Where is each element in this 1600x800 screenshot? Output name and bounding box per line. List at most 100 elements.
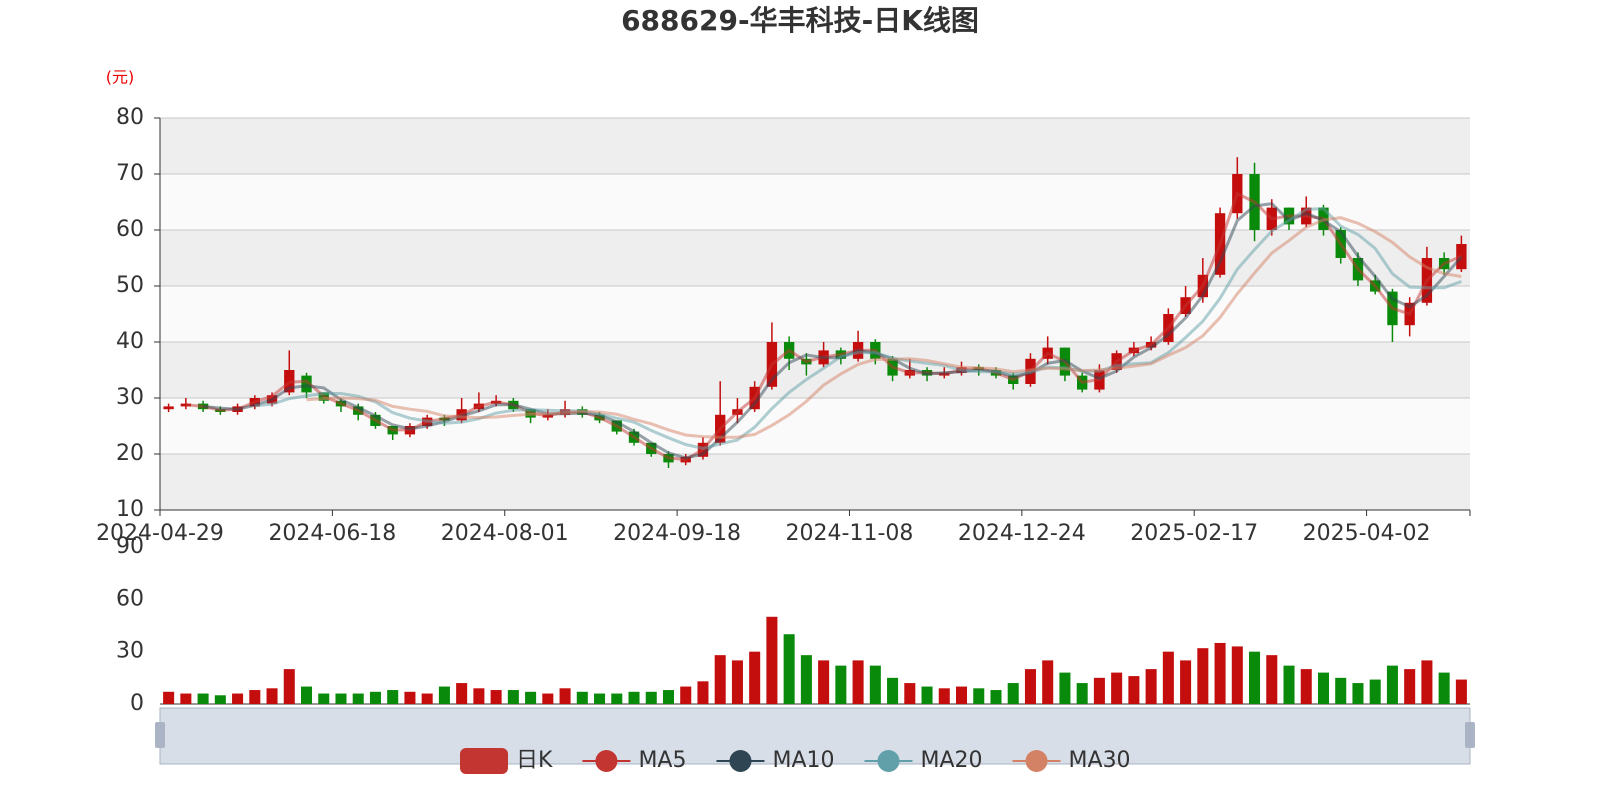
volume-bar xyxy=(507,690,519,704)
zoom-handle[interactable] xyxy=(155,722,165,748)
volume-bar xyxy=(300,686,313,704)
volume-bar xyxy=(232,693,244,704)
volume-bar xyxy=(697,681,709,704)
grid-band xyxy=(160,454,1470,510)
ma-line xyxy=(306,216,1462,439)
volume-bar xyxy=(490,690,502,704)
volume-bar xyxy=(1455,679,1467,704)
legend-label: MA20 xyxy=(921,748,983,773)
volume-bar xyxy=(783,634,795,704)
volume-bar xyxy=(1214,642,1226,704)
volume-bar xyxy=(1438,672,1450,704)
volume-bar xyxy=(1335,677,1347,704)
volume-bar xyxy=(990,690,1002,704)
volume-bar xyxy=(852,660,864,704)
volume-bar xyxy=(904,683,916,704)
legend-item[interactable]: MA20 xyxy=(864,748,983,773)
legend-label: 日K xyxy=(516,748,553,773)
zoom-track[interactable] xyxy=(159,707,1471,765)
ma-line xyxy=(202,202,1463,460)
y-tick-label: 30 xyxy=(116,385,144,410)
volume-bar xyxy=(1404,669,1416,704)
volume-bar xyxy=(955,686,968,704)
volume-bar xyxy=(318,693,330,704)
legend-label: MA30 xyxy=(1069,748,1131,773)
volume-bar xyxy=(559,688,571,704)
x-tick-label: 2025-02-17 xyxy=(1130,521,1258,546)
volume-bar xyxy=(1369,679,1381,704)
y-tick-label: 70 xyxy=(116,161,144,186)
volume-bar xyxy=(369,691,381,704)
volume-bar xyxy=(1145,669,1157,704)
y-tick-label: 20 xyxy=(116,441,144,466)
volume-bar xyxy=(1007,683,1019,704)
legend-label: MA5 xyxy=(638,748,686,773)
volume-bar xyxy=(749,651,761,704)
volume-bar xyxy=(180,693,192,704)
legend-symbol xyxy=(729,750,752,772)
volume-bar xyxy=(1386,665,1398,704)
volume-bar xyxy=(835,665,847,704)
legend-item[interactable]: 日K xyxy=(460,748,553,774)
volume-bar xyxy=(387,690,399,704)
volume-tick-label: 90 xyxy=(116,534,144,559)
volume-bar xyxy=(542,693,554,704)
grid-band xyxy=(160,342,1470,398)
volume-bar xyxy=(1128,676,1140,704)
volume-bar xyxy=(611,693,623,704)
volume-bar xyxy=(800,655,812,704)
ma-line xyxy=(254,207,1462,450)
grid-band xyxy=(160,230,1470,286)
volume-bar xyxy=(404,691,416,704)
volume-bar xyxy=(714,655,726,704)
volume-bar xyxy=(576,691,588,704)
legend-label: MA10 xyxy=(772,748,834,773)
grid-band xyxy=(160,286,1470,342)
data-zoom[interactable] xyxy=(155,707,1475,765)
volume-bar xyxy=(1249,651,1261,704)
volume-bar xyxy=(766,616,778,704)
volume-bar xyxy=(1300,669,1312,704)
legend-item[interactable]: MA10 xyxy=(716,748,835,773)
volume-bar xyxy=(214,695,226,704)
volume-bar xyxy=(662,690,675,704)
legend-symbol xyxy=(460,748,508,774)
volume-bar xyxy=(1231,646,1243,704)
volume-bar xyxy=(1162,651,1174,704)
legend-symbol xyxy=(877,750,900,772)
volume-bar xyxy=(456,683,468,704)
volume-bar xyxy=(1024,669,1036,704)
legend-item[interactable]: MA5 xyxy=(582,748,686,773)
volume-bar xyxy=(680,686,692,704)
x-tick-label: 2024-06-18 xyxy=(268,521,396,546)
volume-bar xyxy=(1111,672,1123,704)
volume-bar xyxy=(163,691,175,704)
volume-tick-label: 30 xyxy=(116,639,144,664)
volume-bar xyxy=(869,665,881,704)
x-tick-label: 2024-08-01 xyxy=(441,521,569,546)
chart-title: 688629-华丰科技-日K线图 xyxy=(621,4,979,37)
x-tick-label: 2024-12-24 xyxy=(958,521,1086,546)
volume-tick-label: 0 xyxy=(130,691,144,716)
legend-symbol xyxy=(1025,750,1048,772)
volume-bar xyxy=(628,691,640,704)
volume-bar xyxy=(473,688,485,704)
y-unit: (元) xyxy=(106,68,135,87)
candle-body xyxy=(180,403,192,407)
x-tick-label: 2024-09-18 xyxy=(613,521,741,546)
volume-bar xyxy=(249,690,261,704)
y-tick-label: 40 xyxy=(116,329,144,354)
volume-bar xyxy=(352,693,364,704)
volume-bar xyxy=(266,688,278,704)
y-tick-label: 10 xyxy=(116,497,144,522)
volume-bar xyxy=(1076,683,1088,704)
zoom-handle[interactable] xyxy=(1465,722,1475,748)
volume-bar xyxy=(197,693,209,704)
volume-bar xyxy=(283,669,295,704)
volume-bar xyxy=(973,688,985,704)
volume-bar xyxy=(1352,683,1364,704)
volume-bar xyxy=(1283,665,1295,704)
volume-bar xyxy=(1059,672,1071,704)
legend-item[interactable]: MA30 xyxy=(1012,748,1131,773)
volume-bar xyxy=(818,660,830,704)
